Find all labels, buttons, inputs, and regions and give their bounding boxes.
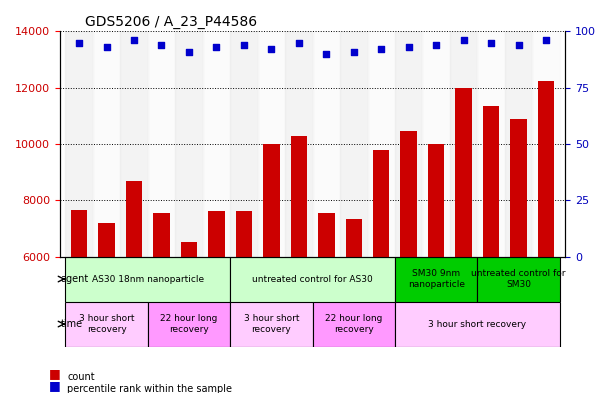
Bar <box>285 31 313 257</box>
Point <box>404 44 414 50</box>
Bar <box>373 150 389 393</box>
Bar <box>203 31 230 257</box>
FancyBboxPatch shape <box>230 301 313 347</box>
Bar <box>532 31 560 257</box>
Bar <box>120 31 148 257</box>
Bar <box>93 31 120 257</box>
Text: SM30 9nm
nanoparticle: SM30 9nm nanoparticle <box>408 269 465 289</box>
Bar <box>400 131 417 393</box>
Bar <box>505 31 532 257</box>
FancyBboxPatch shape <box>477 257 560 301</box>
Point <box>321 51 331 57</box>
Text: ■: ■ <box>49 379 60 392</box>
Text: percentile rank within the sample: percentile rank within the sample <box>67 384 232 393</box>
Point <box>239 42 249 48</box>
Point <box>101 44 111 50</box>
Point <box>376 46 386 53</box>
Point <box>294 40 304 46</box>
Text: AS30 18nm nanoparticle: AS30 18nm nanoparticle <box>92 275 204 283</box>
Bar <box>340 31 367 257</box>
Text: ■: ■ <box>49 367 60 380</box>
Point <box>486 40 496 46</box>
Bar <box>450 31 477 257</box>
Bar <box>510 119 527 393</box>
FancyBboxPatch shape <box>395 257 477 301</box>
Point <box>541 37 551 44</box>
Point <box>156 42 166 48</box>
Bar <box>98 223 115 393</box>
Bar <box>208 211 225 393</box>
Text: 22 hour long
recovery: 22 hour long recovery <box>325 314 382 334</box>
Bar <box>428 144 444 393</box>
Bar <box>230 31 258 257</box>
Point <box>431 42 441 48</box>
FancyBboxPatch shape <box>65 257 230 301</box>
Point <box>74 40 84 46</box>
Bar <box>71 210 87 393</box>
Bar <box>483 106 499 393</box>
Bar <box>477 31 505 257</box>
Bar <box>263 144 280 393</box>
Text: 3 hour short
recovery: 3 hour short recovery <box>244 314 299 334</box>
Text: agent: agent <box>60 274 89 284</box>
Text: time: time <box>60 319 82 329</box>
Text: 3 hour short recovery: 3 hour short recovery <box>428 320 527 329</box>
Bar <box>318 213 335 393</box>
Bar <box>126 180 142 393</box>
Text: 22 hour long
recovery: 22 hour long recovery <box>160 314 218 334</box>
Point <box>129 37 139 44</box>
Bar <box>291 136 307 393</box>
Point <box>184 48 194 55</box>
Bar <box>258 31 285 257</box>
Text: 3 hour short
recovery: 3 hour short recovery <box>79 314 134 334</box>
Point <box>459 37 469 44</box>
Bar <box>313 31 340 257</box>
Text: GDS5206 / A_23_P44586: GDS5206 / A_23_P44586 <box>85 15 257 29</box>
Bar <box>65 31 93 257</box>
Text: untreated control for
SM30: untreated control for SM30 <box>471 269 566 289</box>
Bar <box>395 31 422 257</box>
Point <box>211 44 221 50</box>
Bar <box>455 88 472 393</box>
Bar <box>367 31 395 257</box>
Point <box>266 46 276 53</box>
Bar <box>346 219 362 393</box>
Point <box>349 48 359 55</box>
FancyBboxPatch shape <box>230 257 395 301</box>
Bar <box>422 31 450 257</box>
Bar <box>175 31 203 257</box>
Point <box>514 42 524 48</box>
Bar <box>181 242 197 393</box>
FancyBboxPatch shape <box>395 301 560 347</box>
Bar <box>538 81 554 393</box>
Text: untreated control for AS30: untreated control for AS30 <box>252 275 373 283</box>
Bar <box>153 213 170 393</box>
Bar <box>236 211 252 393</box>
FancyBboxPatch shape <box>313 301 395 347</box>
FancyBboxPatch shape <box>65 301 148 347</box>
Text: count: count <box>67 372 95 382</box>
FancyBboxPatch shape <box>148 301 230 347</box>
Bar <box>148 31 175 257</box>
